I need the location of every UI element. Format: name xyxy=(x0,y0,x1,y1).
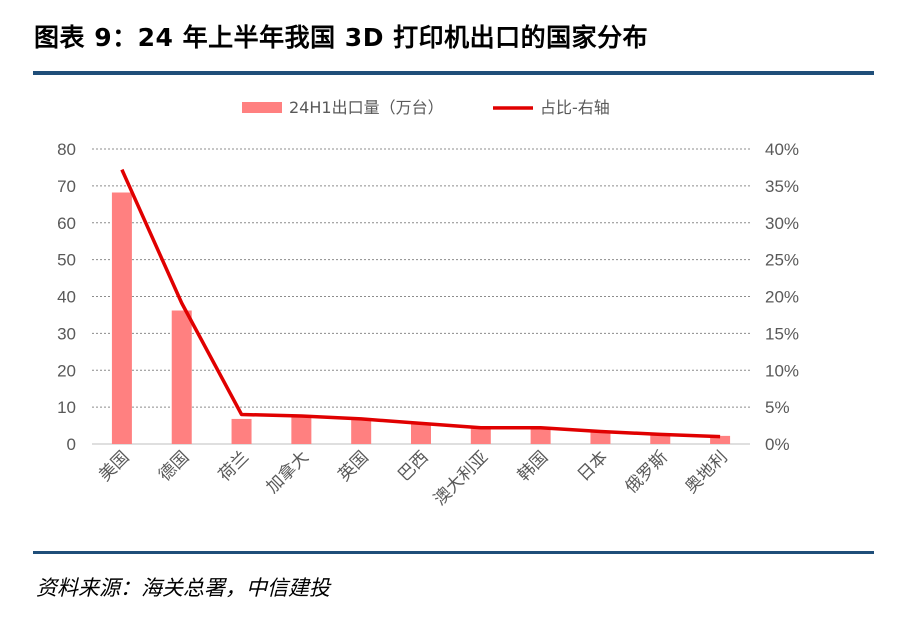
right-tick-label: 0% xyxy=(765,435,790,454)
bar-series xyxy=(111,192,731,444)
source-note: 资料来源：海关总署，中信建投 xyxy=(36,576,330,600)
right-tick-label: 40% xyxy=(765,140,799,159)
bar xyxy=(590,431,611,444)
right-tick-label: 35% xyxy=(765,177,799,196)
bar xyxy=(111,192,132,444)
left-tick-label: 60 xyxy=(57,214,76,233)
bar xyxy=(470,427,491,444)
chart-title: 图表 9：24 年上半年我国 3D 打印机出口的国家分布 xyxy=(34,23,649,52)
left-tick-label: 70 xyxy=(57,177,76,196)
left-tick-label: 30 xyxy=(57,324,76,343)
category-label: 奥地利 xyxy=(681,447,731,497)
bar xyxy=(411,422,431,444)
left-tick-label: 50 xyxy=(57,251,76,270)
category-label: 日本 xyxy=(574,447,612,485)
left-axis-ticks: 0 10 20 30 40 50 60 70 80 xyxy=(57,140,76,454)
right-tick-label: 30% xyxy=(765,214,799,233)
legend-bar-label: 24H1出口量（万台） xyxy=(289,98,444,117)
category-label: 美国 xyxy=(95,447,133,485)
legend-bar-swatch xyxy=(242,102,282,113)
category-label: 澳大利亚 xyxy=(430,447,492,509)
left-tick-label: 0 xyxy=(67,435,76,454)
left-tick-label: 20 xyxy=(57,361,76,380)
category-label: 荷兰 xyxy=(215,447,253,485)
category-label: 英国 xyxy=(335,447,373,485)
bar xyxy=(291,415,312,444)
bar xyxy=(351,419,372,444)
bar xyxy=(650,434,671,444)
left-tick-label: 80 xyxy=(57,140,76,159)
left-tick-label: 40 xyxy=(57,288,76,307)
title-rule xyxy=(33,71,874,75)
right-tick-label: 5% xyxy=(765,398,790,417)
right-tick-label: 15% xyxy=(765,324,799,343)
right-tick-label: 20% xyxy=(765,288,799,307)
bar xyxy=(530,427,551,444)
footer-rule xyxy=(33,551,874,554)
bar xyxy=(710,435,731,444)
share-line xyxy=(120,168,721,439)
legend: 24H1出口量（万台） 占比-右轴 xyxy=(242,98,610,117)
category-label: 韩国 xyxy=(514,447,552,485)
right-axis-ticks: 0% 5% 10% 15% 20% 25% 30% 35% 40% xyxy=(765,140,799,454)
gridlines xyxy=(92,148,750,445)
right-tick-label: 25% xyxy=(765,251,799,270)
right-tick-label: 10% xyxy=(765,361,799,380)
left-tick-label: 10 xyxy=(57,398,76,417)
category-label: 德国 xyxy=(155,447,193,485)
legend-line-label: 占比-右轴 xyxy=(540,98,610,117)
category-label: 加拿大 xyxy=(262,447,313,498)
category-label: 俄罗斯 xyxy=(622,447,672,497)
category-label: 巴西 xyxy=(394,447,432,485)
bar xyxy=(231,418,252,444)
bar xyxy=(171,310,192,444)
